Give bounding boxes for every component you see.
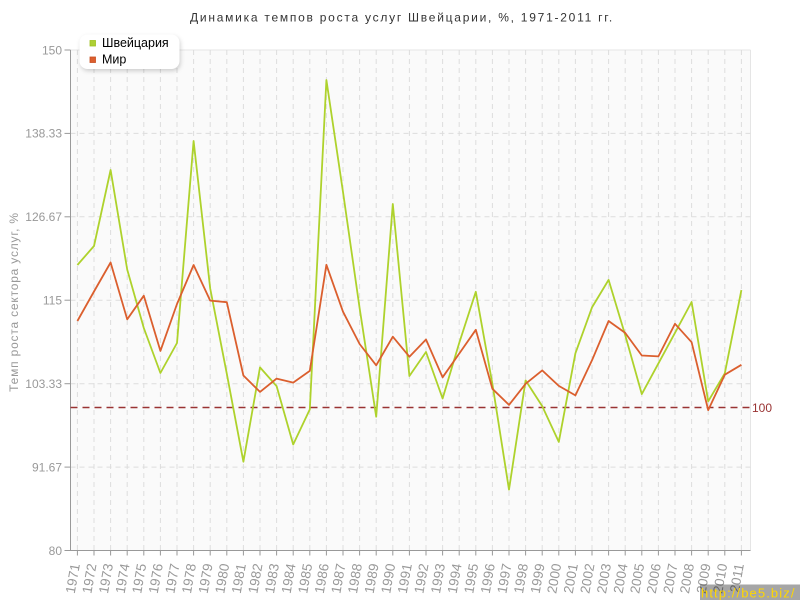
svg-text:1987: 1987 xyxy=(328,562,348,594)
svg-text:1982: 1982 xyxy=(245,562,265,594)
svg-text:115: 115 xyxy=(43,294,62,308)
svg-text:100: 100 xyxy=(752,401,772,415)
svg-text:1995: 1995 xyxy=(461,562,481,594)
svg-text:126.67: 126.67 xyxy=(25,210,62,224)
svg-text:Швейцария: Швейцария xyxy=(102,36,169,50)
svg-text:2004: 2004 xyxy=(611,562,631,595)
svg-text:1975: 1975 xyxy=(129,562,149,594)
svg-text:1999: 1999 xyxy=(528,562,548,594)
svg-text:2007: 2007 xyxy=(660,562,680,594)
svg-text:1985: 1985 xyxy=(295,562,315,594)
svg-text:1980: 1980 xyxy=(212,562,232,594)
svg-text:1990: 1990 xyxy=(378,562,398,594)
svg-text:1971: 1971 xyxy=(63,562,83,594)
svg-text:1998: 1998 xyxy=(511,562,531,594)
svg-text:1993: 1993 xyxy=(428,562,448,594)
svg-text:1989: 1989 xyxy=(362,562,382,594)
svg-text:2000: 2000 xyxy=(544,562,564,594)
svg-text:1972: 1972 xyxy=(79,562,99,594)
svg-text:http://be5.biz/: http://be5.biz/ xyxy=(701,586,796,601)
svg-text:2001: 2001 xyxy=(561,562,581,594)
svg-text:1983: 1983 xyxy=(262,562,282,594)
svg-text:2011: 2011 xyxy=(727,562,747,593)
svg-text:1974: 1974 xyxy=(113,562,133,595)
svg-text:1997: 1997 xyxy=(494,562,514,594)
svg-text:Мир: Мир xyxy=(102,52,126,66)
svg-text:1973: 1973 xyxy=(96,562,116,594)
svg-text:1981: 1981 xyxy=(229,562,249,594)
svg-text:1979: 1979 xyxy=(196,562,216,594)
svg-text:2009: 2009 xyxy=(694,562,714,594)
svg-text:1988: 1988 xyxy=(345,562,365,594)
svg-text:2005: 2005 xyxy=(627,562,647,594)
svg-text:80: 80 xyxy=(49,544,63,558)
svg-text:1978: 1978 xyxy=(179,562,199,594)
svg-text:1991: 1991 xyxy=(395,562,415,594)
svg-text:1986: 1986 xyxy=(312,562,332,594)
svg-text:1977: 1977 xyxy=(162,562,182,594)
svg-text:1994: 1994 xyxy=(445,562,465,595)
svg-text:1984: 1984 xyxy=(279,562,299,595)
svg-text:2008: 2008 xyxy=(677,562,697,594)
svg-text:1976: 1976 xyxy=(146,562,166,594)
svg-text:2003: 2003 xyxy=(594,562,614,594)
svg-text:Темп роста сектора услуг, %: Темп роста сектора услуг, % xyxy=(7,212,21,392)
svg-text:Динамика темпов роста услуг Шв: Динамика темпов роста услуг Швейцарии, %… xyxy=(190,11,614,25)
svg-text:1992: 1992 xyxy=(411,562,431,594)
svg-text:2002: 2002 xyxy=(577,562,597,594)
svg-text:1996: 1996 xyxy=(478,562,498,594)
svg-text:103.33: 103.33 xyxy=(25,377,62,391)
svg-text:91.67: 91.67 xyxy=(32,460,62,474)
svg-text:150: 150 xyxy=(42,43,62,57)
svg-text:138.33: 138.33 xyxy=(25,127,62,141)
svg-text:2010: 2010 xyxy=(710,562,730,594)
svg-text:2006: 2006 xyxy=(644,562,664,594)
